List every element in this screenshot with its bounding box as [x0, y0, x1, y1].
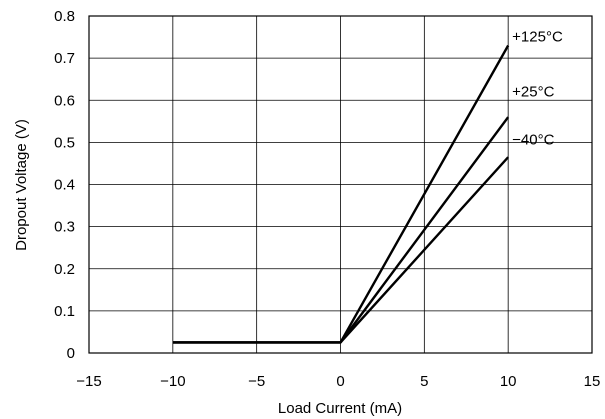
- series-lines: [172, 44, 510, 344]
- x-tick-label: 5: [420, 373, 428, 390]
- x-tick-label: −10: [160, 373, 185, 390]
- series-line: [172, 156, 510, 344]
- x-axis-label: Load Current (mA): [278, 400, 402, 417]
- y-tick-label: 0.2: [54, 261, 75, 278]
- y-tick-label: 0.1: [54, 303, 75, 320]
- y-tick-label: 0.3: [54, 219, 75, 236]
- y-tick-label: 0.8: [54, 8, 75, 25]
- y-tick-labels: 0 0.1 0.2 0.3 0.4 0.5 0.6 0.7 0.8: [54, 8, 75, 362]
- x-tick-label: −5: [248, 373, 265, 390]
- y-tick-label: 0.5: [54, 134, 75, 151]
- x-tick-label: −15: [76, 373, 101, 390]
- y-axis-label: Dropout Voltage (V): [13, 119, 30, 251]
- y-tick-label: 0.7: [54, 50, 75, 67]
- y-tick-label: 0.6: [54, 92, 75, 109]
- series-label: +25°C: [512, 83, 554, 100]
- x-tick-label: 10: [500, 373, 517, 390]
- y-tick-label: 0.4: [54, 177, 75, 194]
- x-tick-label: 0: [336, 373, 344, 390]
- series-label: +125°C: [512, 28, 563, 45]
- grid-lines: [89, 16, 592, 353]
- x-tick-label: 15: [584, 373, 601, 390]
- series-labels: +125°C +25°C −40°C: [512, 28, 563, 148]
- y-tick-label: 0: [67, 345, 75, 362]
- plot-frame: [88, 15, 593, 354]
- series-label: −40°C: [512, 132, 554, 149]
- x-tick-labels: −15 −10 −5 0 5 10 15: [76, 373, 600, 390]
